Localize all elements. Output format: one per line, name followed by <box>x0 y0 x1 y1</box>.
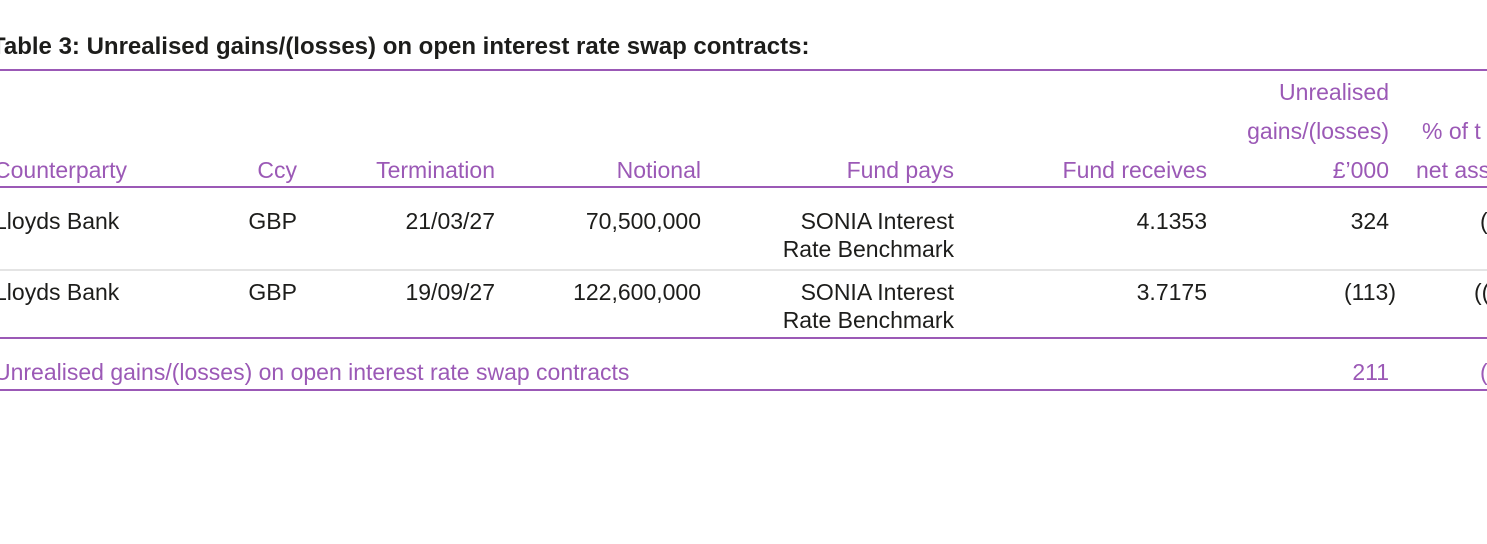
header-unrealised-line3: £’000 <box>1333 151 1389 190</box>
cell-termination: 21/03/27 <box>405 207 495 235</box>
cell-percent: ( <box>1480 207 1487 235</box>
cell-termination: 19/09/27 <box>405 278 495 306</box>
header-unrealised-line2: gains/(losses) <box>1247 112 1389 151</box>
total-label: Unrealised gains/(losses) on open intere… <box>0 359 629 386</box>
cell-counterparty: Lloyds Bank <box>0 278 119 306</box>
total-unrealised: 211 <box>1352 359 1389 386</box>
cell-ccy: GBP <box>248 207 297 235</box>
total-rule-bottom <box>0 389 1487 391</box>
cell-unrealised: 324 <box>1351 207 1389 235</box>
total-percent: ( <box>1480 359 1487 386</box>
cell-fund-receives: 4.1353 <box>1137 207 1207 235</box>
cell-fund-pays-line1: SONIA Interest <box>801 278 954 306</box>
cell-ccy: GBP <box>248 278 297 306</box>
header-notional: Notional <box>617 151 701 190</box>
cell-notional: 70,500,000 <box>586 207 701 235</box>
cell-fund-receives: 3.7175 <box>1137 278 1207 306</box>
row-divider <box>0 269 1487 271</box>
cell-notional: 122,600,000 <box>573 278 701 306</box>
cell-percent: (( <box>1474 278 1487 306</box>
total-rule-top <box>0 337 1487 339</box>
header-fund-pays: Fund pays <box>847 151 954 190</box>
header-rule <box>0 186 1487 188</box>
cell-unrealised: (113) <box>1344 278 1396 306</box>
header-percent-line1: % of t <box>1422 112 1481 151</box>
header-termination: Termination <box>376 151 495 190</box>
cell-fund-pays-line1: SONIA Interest <box>801 207 954 235</box>
table-title: Table 3: Unrealised gains/(losses) on op… <box>0 33 809 61</box>
cell-fund-pays-line2: Rate Benchmark <box>783 235 954 263</box>
header-counterparty: Counterparty <box>0 151 127 190</box>
header-unrealised-line1: Unrealised <box>1279 73 1389 112</box>
header-percent-line2: net ass <box>1416 151 1487 190</box>
cell-fund-pays-line2: Rate Benchmark <box>783 306 954 334</box>
cell-counterparty: Lloyds Bank <box>0 207 119 235</box>
header-ccy: Ccy <box>257 151 297 190</box>
title-rule <box>0 69 1487 71</box>
header-fund-receives: Fund receives <box>1063 151 1207 190</box>
